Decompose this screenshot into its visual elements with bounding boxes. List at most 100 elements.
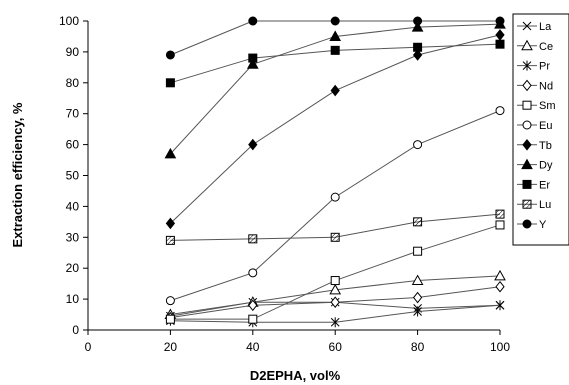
series-tb xyxy=(165,29,505,230)
data-point-ce xyxy=(494,269,506,281)
data-point-ce xyxy=(329,283,342,295)
data-point-y xyxy=(248,16,258,26)
data-point-nd xyxy=(412,291,423,304)
legend-item-y: Y xyxy=(517,219,547,231)
data-point-ce xyxy=(411,274,424,286)
data-point-dy xyxy=(329,30,342,41)
data-point-sm xyxy=(165,314,175,324)
legend-item-sm: Sm xyxy=(517,100,556,112)
data-point-lu xyxy=(330,232,340,242)
legend-marker-er xyxy=(522,179,532,189)
data-point-eu xyxy=(165,296,175,306)
y-tick-label: 90 xyxy=(66,45,80,59)
data-point-y xyxy=(495,16,505,26)
legend-marker-dy xyxy=(521,158,533,170)
legend-label-nd: Nd xyxy=(539,80,553,92)
series-lu xyxy=(165,209,505,245)
data-point-y xyxy=(413,16,423,26)
data-point-lu xyxy=(248,234,258,244)
data-point-pr xyxy=(413,306,422,317)
x-tick-label: 0 xyxy=(85,340,92,354)
legend: La Ce Pr Nd Sm Eu Tb Dy Er Lu Y xyxy=(512,13,569,246)
legend-label-y: Y xyxy=(539,219,547,231)
y-tick-label: 10 xyxy=(66,292,80,306)
legend-item-tb: Tb xyxy=(517,138,552,152)
legend-item-la: La xyxy=(517,21,552,33)
legend-marker-ce xyxy=(521,39,533,51)
legend-item-pr: Pr xyxy=(517,60,550,73)
legend-marker-tb xyxy=(522,138,532,151)
legend-item-er: Er xyxy=(517,179,550,191)
data-point-tb xyxy=(165,217,176,230)
x-tick-label: 100 xyxy=(490,340,510,354)
data-point-er xyxy=(248,53,258,63)
y-tick-label: 40 xyxy=(66,199,80,213)
data-point-nd xyxy=(248,299,258,312)
legend-marker-sm xyxy=(522,100,532,110)
legend-marker-la xyxy=(522,21,532,31)
data-point-y xyxy=(165,50,175,60)
data-point-sm xyxy=(495,220,505,230)
x-tick-label: 20 xyxy=(164,340,178,354)
data-point-sm xyxy=(248,314,258,324)
data-point-dy xyxy=(164,147,177,159)
plot-area: 0 10 20 30 40 50 60 70 80 90 100 0 20 40 60 80 100 xyxy=(59,14,510,354)
data-point-eu xyxy=(248,268,258,278)
data-point-eu xyxy=(495,106,505,116)
data-point-tb xyxy=(248,138,258,151)
legend-label-dy: Dy xyxy=(539,160,553,172)
legend-label-sm: Sm xyxy=(539,100,556,112)
data-point-er xyxy=(330,45,340,55)
legend-label-ce: Ce xyxy=(539,41,553,53)
data-point-sm xyxy=(330,276,340,286)
legend-item-lu: Lu xyxy=(517,199,551,211)
data-point-dy xyxy=(246,58,259,69)
legend-label-la: La xyxy=(539,21,552,33)
legend-marker-y xyxy=(522,219,532,229)
y-tick-label: 70 xyxy=(66,107,80,121)
x-tick-label: 80 xyxy=(411,340,425,354)
data-point-eu xyxy=(330,192,340,202)
legend-label-er: Er xyxy=(539,179,550,191)
data-point-dy xyxy=(411,21,424,32)
data-point-sm xyxy=(413,246,423,256)
legend-marker-eu xyxy=(522,120,532,130)
data-point-tb xyxy=(495,29,505,41)
y-tick-label: 30 xyxy=(66,230,80,244)
data-point-y xyxy=(330,16,340,26)
legend-box xyxy=(512,13,569,246)
y-tick-label: 50 xyxy=(66,169,80,183)
legend-label-lu: Lu xyxy=(539,199,551,211)
series-er xyxy=(165,39,505,88)
legend-marker-lu xyxy=(522,199,532,209)
data-point-pr xyxy=(495,300,505,311)
y-tick-label: 20 xyxy=(66,261,80,275)
data-point-nd xyxy=(495,280,505,293)
data-point-tb xyxy=(330,84,340,97)
series-line-eu xyxy=(170,110,501,302)
legend-item-dy: Dy xyxy=(517,158,553,172)
y-tick-label: 60 xyxy=(66,138,80,152)
series-y xyxy=(165,16,505,60)
data-point-pr xyxy=(330,317,340,328)
data-point-tb xyxy=(412,49,423,61)
y-axis-title: Extraction efficiency, % xyxy=(10,102,25,247)
x-axis-title: D2EPHA, vol% xyxy=(250,368,341,383)
data-point-er xyxy=(413,42,423,52)
data-point-eu xyxy=(413,140,423,150)
legend-item-eu: Eu xyxy=(517,120,552,132)
y-tick-label: 0 xyxy=(72,323,79,337)
legend-item-nd: Nd xyxy=(517,79,553,92)
y-tick-label: 80 xyxy=(66,76,80,90)
data-point-nd xyxy=(330,296,340,308)
legend-marker-nd xyxy=(522,79,532,92)
series-sm xyxy=(165,220,505,324)
data-point-lu xyxy=(495,209,505,219)
data-point-lu xyxy=(165,235,175,245)
series-eu xyxy=(165,106,505,306)
y-tick-label: 100 xyxy=(59,14,79,28)
x-tick-label: 40 xyxy=(246,340,260,354)
data-point-er xyxy=(165,78,175,88)
legend-marker-pr xyxy=(522,60,532,71)
legend-item-ce: Ce xyxy=(517,39,553,53)
